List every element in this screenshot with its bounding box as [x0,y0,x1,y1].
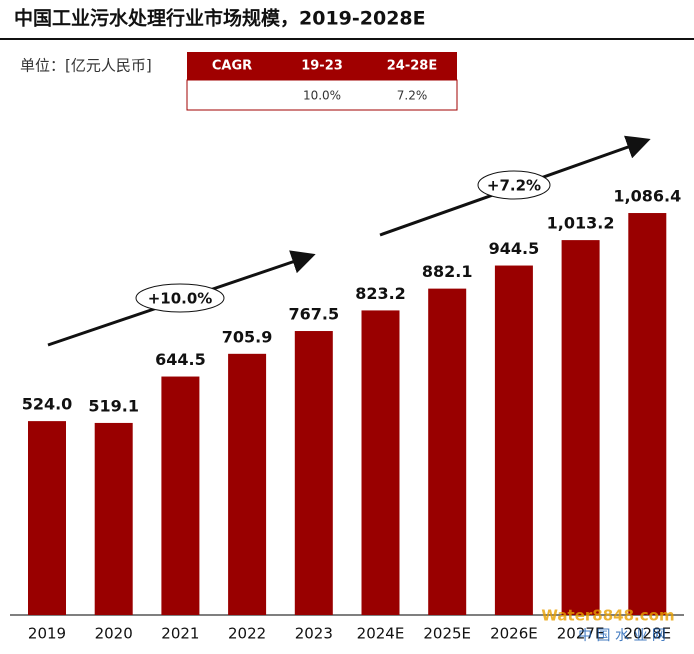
value-label: 705.9 [222,327,273,346]
annotation-bubble [477,170,551,200]
x-tick-label: 2022 [228,625,266,643]
x-tick-label: 2028E [623,625,671,643]
value-label: 524.0 [22,395,73,414]
value-label: 644.5 [155,350,206,369]
x-tick-label: 2026E [490,625,538,643]
x-tick-label: 2023 [295,625,333,643]
bar [361,310,400,615]
value-label: 519.1 [88,396,139,415]
table-header-bg [187,52,457,80]
bar [94,422,133,615]
chart-title: 中国工业污水处理行业市场规模，2019-2028E [14,7,426,30]
x-tick-label: 2024E [357,625,405,643]
bar [28,421,66,615]
watermark: Water8848.com [541,607,674,625]
bar [561,240,600,615]
value-label: 1,013.2 [547,214,615,233]
annotation: +10.0% [148,290,213,308]
x-tick-label: 2025E [423,625,471,643]
table-row-bg [186,79,458,111]
value-label: 1,086.4 [613,187,681,206]
value-label: 882.1 [422,262,473,281]
bar [228,353,267,615]
table-cell: 10.0% [303,89,341,103]
annotation: +7.2% [487,177,541,195]
value-label: 767.5 [288,305,339,324]
bar [428,288,467,615]
x-tick-label: 2020 [95,625,133,643]
value-label: 944.5 [489,239,540,258]
x-tick-label: 2027E [557,625,605,643]
bar [628,213,667,616]
unit-label: 单位：[亿元人民币] [20,57,152,75]
annotation-bubble [135,283,225,313]
x-tick-label: 2019 [28,625,66,643]
bar [294,331,333,615]
table-cell: 7.2% [397,89,428,103]
bar [494,265,533,615]
table-header: 24-28E [387,59,437,74]
table-header: 19-23 [301,59,343,74]
x-tick-label: 2021 [161,625,199,643]
table-header: CAGR [212,59,252,74]
value-label: 823.2 [355,284,406,303]
watermark: 中 国 水 业 网 [578,628,666,644]
bar [161,376,200,615]
